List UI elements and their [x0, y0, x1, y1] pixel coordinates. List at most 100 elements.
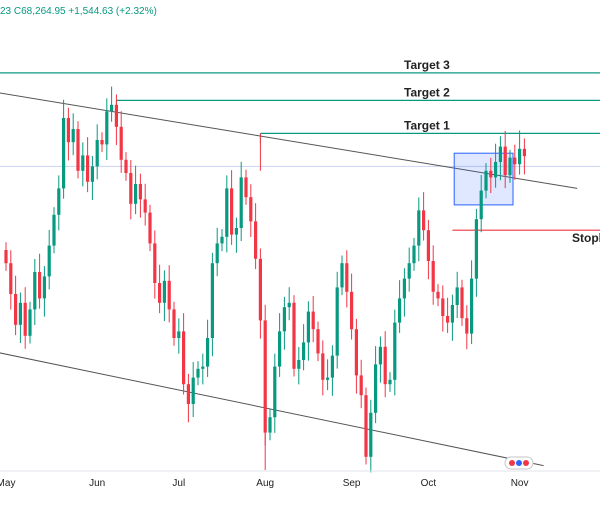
candle-body: [302, 342, 306, 360]
candle-body: [335, 287, 339, 356]
stoploss-label: Stoploss: [572, 231, 600, 245]
x-tick-label: Jul: [172, 478, 185, 489]
candle-body: [359, 375, 363, 396]
candle-body: [62, 118, 66, 189]
candle-body: [90, 166, 94, 182]
candle-body: [450, 305, 454, 323]
candle-body: [263, 320, 267, 433]
candle-body: [158, 283, 162, 303]
candle-body: [254, 221, 258, 259]
candle-body: [220, 236, 224, 244]
candle-body: [28, 309, 32, 336]
candle-body: [143, 199, 147, 213]
candle-body: [508, 157, 512, 176]
x-tick-label: Nov: [511, 478, 529, 489]
tradingview-logo: [504, 456, 534, 470]
candle-body: [138, 184, 142, 200]
candle-body: [422, 210, 426, 231]
candle-body: [119, 126, 123, 160]
candle-body: [494, 162, 498, 178]
candle-body: [273, 366, 277, 418]
x-tick-label: Jun: [89, 478, 105, 489]
candle-body: [287, 302, 291, 308]
candle-body: [412, 245, 416, 264]
candle-body: [306, 311, 310, 343]
candle-body: [474, 219, 478, 279]
candle-body: [345, 263, 349, 292]
candle-body: [206, 338, 210, 367]
candle-body: [23, 302, 27, 336]
candle-body: [244, 177, 248, 198]
candle-body: [182, 331, 186, 385]
candle-body: [71, 129, 75, 143]
x-tick-label: Aug: [256, 478, 274, 489]
candle-body: [393, 322, 397, 380]
candle-body: [340, 263, 344, 288]
candle-body: [326, 377, 330, 380]
candle-body: [57, 188, 61, 215]
candle-body: [268, 417, 272, 433]
candle-body: [378, 346, 382, 365]
candle-body: [388, 379, 392, 385]
candle-body: [364, 395, 368, 457]
candle-body: [417, 210, 421, 246]
candle-body: [484, 170, 488, 191]
candle-body: [441, 298, 445, 316]
x-tick-label: Oct: [421, 478, 437, 489]
candle-body: [95, 140, 99, 167]
target-levels: Target 3 Target 2 Target 1 Stoploss: [0, 58, 600, 470]
candle-body: [86, 155, 90, 182]
candle-body: [513, 157, 517, 165]
candle-body: [201, 366, 205, 369]
candle-body: [81, 155, 85, 171]
target-label-2: Target 2: [404, 85, 450, 99]
target-label-1: Target 3: [404, 58, 450, 72]
candle-body: [124, 159, 128, 173]
candle-body: [446, 316, 450, 323]
candle-body: [470, 278, 474, 334]
candle-body: [383, 346, 387, 385]
candle-body: [225, 188, 229, 237]
candle-body: [4, 250, 8, 264]
candle-body: [311, 311, 315, 330]
candle-body: [153, 243, 157, 283]
trendline-1: [0, 92, 578, 189]
candle-body: [249, 197, 253, 222]
candle-body: [489, 170, 493, 178]
candle-body: [321, 353, 325, 380]
trendlines: [0, 92, 600, 467]
candle-body: [292, 302, 296, 369]
x-tick-label: May: [0, 478, 15, 489]
candle-body: [191, 377, 195, 404]
candle-body: [134, 184, 138, 204]
price-header: 23 C68,264.95 +1,544.63 (+2.32%): [0, 6, 157, 17]
candle-body: [426, 230, 430, 261]
candle-body: [239, 177, 243, 228]
candle-body: [350, 291, 354, 330]
candle-body: [129, 173, 133, 204]
candle-body: [114, 104, 118, 127]
candle-body: [258, 258, 262, 321]
candle-body: [431, 261, 435, 292]
candle-body: [210, 263, 214, 338]
candle-body: [9, 263, 13, 294]
candle-body: [297, 360, 301, 369]
candle-body: [402, 278, 406, 299]
candle-body: [47, 245, 51, 277]
candle-body: [76, 129, 80, 171]
candle-body: [282, 307, 286, 332]
candle-body: [407, 263, 411, 279]
candles: [4, 86, 526, 473]
consolidation-box: [453, 152, 514, 206]
candle-body: [186, 384, 190, 404]
candle-body: [369, 412, 373, 457]
candle-body: [42, 276, 46, 299]
candle-body: [14, 294, 18, 325]
candle-body: [234, 228, 238, 235]
candle-body: [196, 368, 200, 378]
candle-body: [177, 331, 181, 338]
candle-body: [100, 140, 104, 145]
candle-body: [498, 146, 502, 162]
candle-body: [38, 272, 42, 299]
